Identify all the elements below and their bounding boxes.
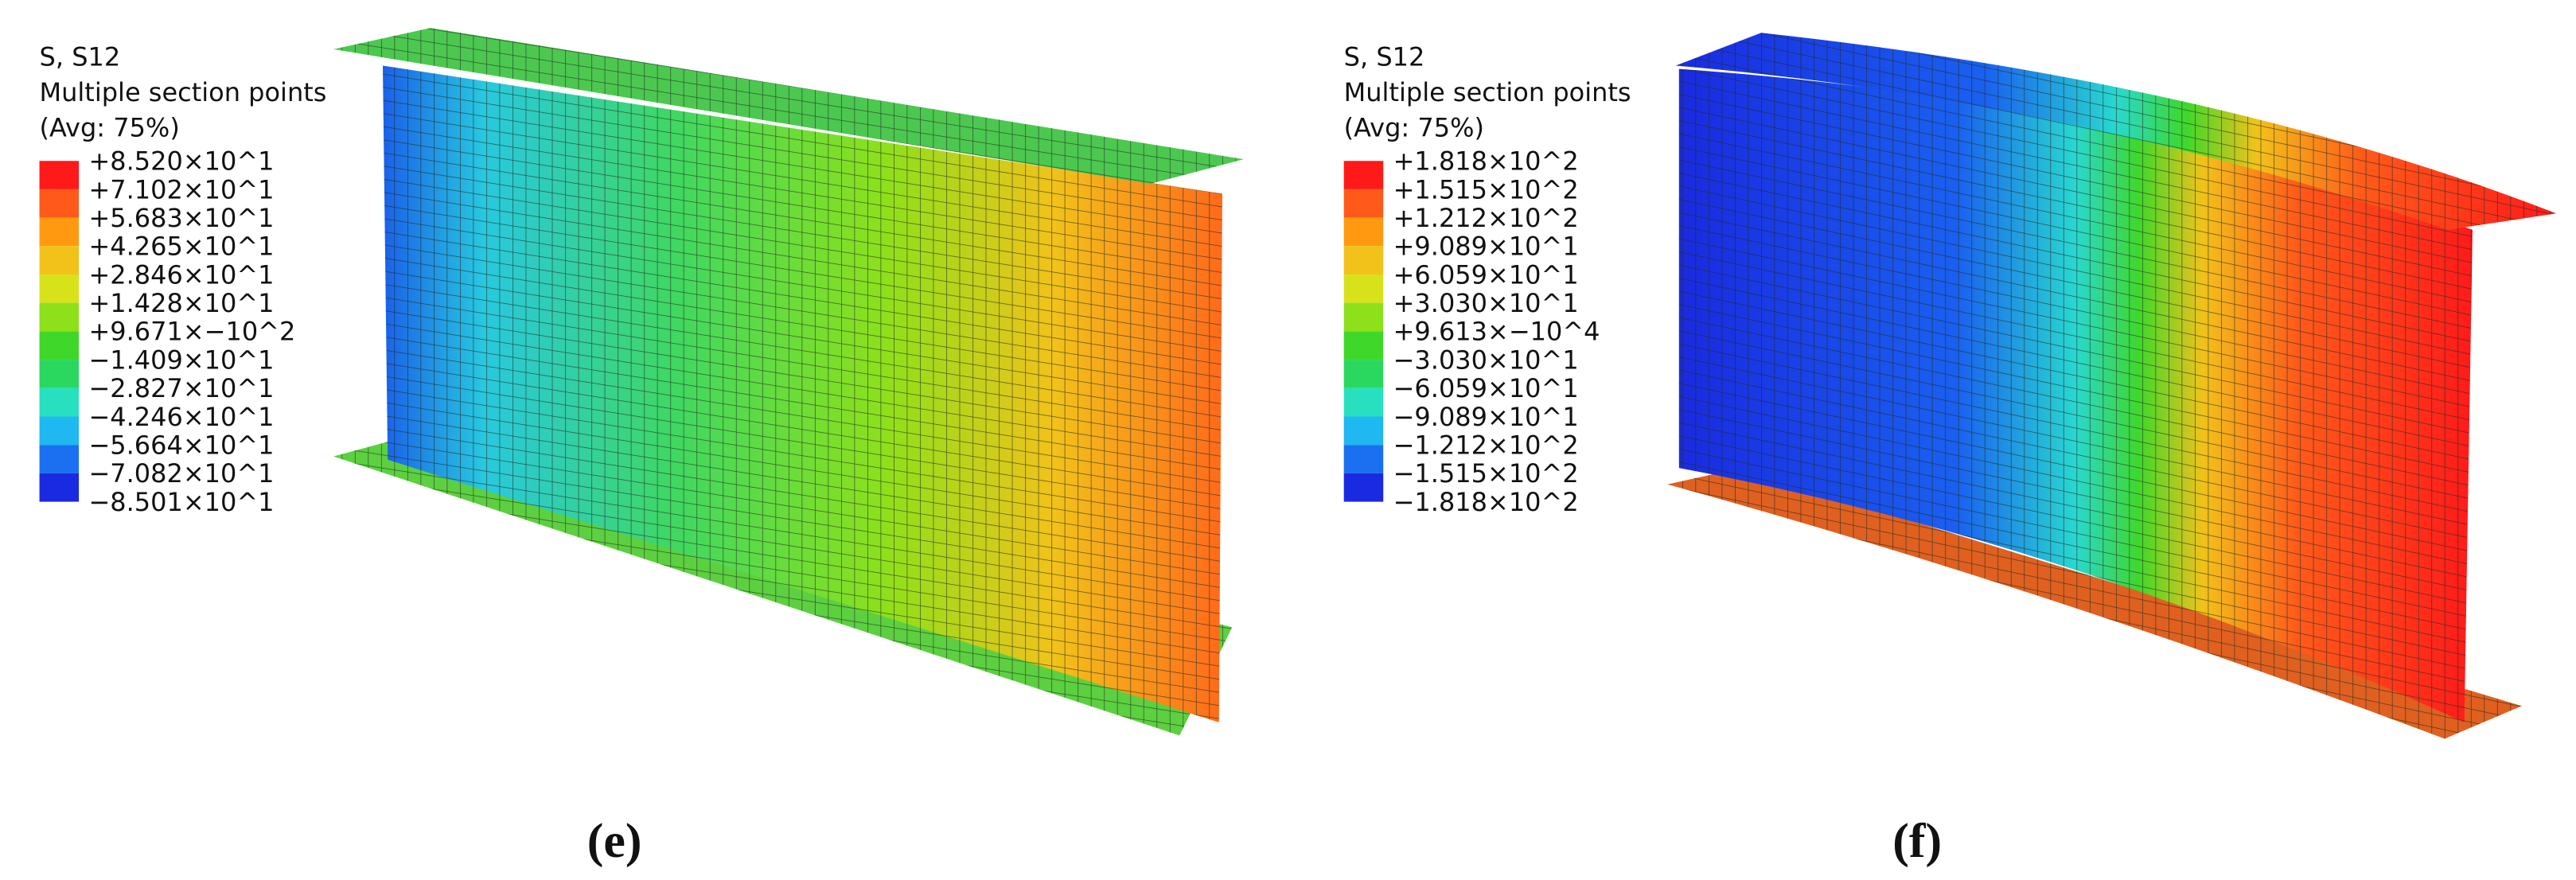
legend-label: +6.059×10^1: [1393, 259, 1579, 290]
legend-label: +1.428×10^1: [88, 288, 274, 318]
legend-label: +1.515×10^2: [1393, 174, 1579, 204]
legend-band: [1343, 445, 1384, 473]
legend-label: −5.664×10^1: [88, 430, 274, 461]
legend-band: [1343, 217, 1384, 247]
legend-band: [1343, 275, 1384, 303]
model-e: [333, 28, 1244, 736]
legend-title: Multiple section points: [40, 77, 327, 107]
legend-label: −4.246×10^1: [88, 402, 274, 432]
legend-label: +1.212×10^2: [1393, 203, 1579, 233]
legend-band: [39, 246, 80, 275]
caption: (e): [587, 814, 642, 868]
legend-title: (Avg: 75%): [1344, 112, 1484, 142]
legend-band: [1343, 302, 1384, 332]
legend-label: −3.030×10^1: [1393, 345, 1579, 375]
legend-band: [39, 360, 80, 388]
legend-title: Multiple section points: [1344, 77, 1631, 107]
legend-label: −6.059×10^1: [1393, 373, 1579, 403]
legend-band: [39, 302, 80, 332]
legend-band: [1343, 416, 1384, 446]
legend-band: [1343, 189, 1384, 218]
legend-band: [1343, 387, 1384, 417]
model-f: [1667, 33, 2557, 739]
legend-band: [1343, 161, 1384, 189]
legend-band: [39, 189, 80, 218]
legend-label: +9.613×−10^4: [1393, 317, 1600, 347]
legend-title: S, S12: [40, 42, 121, 72]
legend-label: −1.212×10^2: [1393, 430, 1579, 461]
legend-label: −8.501×10^1: [88, 487, 274, 517]
legend-label: +2.846×10^1: [88, 259, 274, 290]
legend-label: −7.082×10^1: [88, 458, 274, 489]
legend-band: [39, 445, 80, 473]
legend-label: +9.089×10^1: [1393, 232, 1579, 262]
legend-band: [39, 217, 80, 247]
legend-label: −1.818×10^2: [1393, 487, 1579, 517]
legend-label: −1.409×10^1: [88, 345, 274, 375]
legend-label: +8.520×10^1: [88, 146, 274, 177]
legend-band: [1343, 360, 1384, 388]
legend-title: S, S12: [1344, 42, 1425, 72]
legend-label: −2.827×10^1: [88, 373, 274, 403]
legend-band: [39, 473, 80, 502]
legend-label: +1.818×10^2: [1393, 146, 1579, 177]
legend-band: [39, 275, 80, 303]
legend-title: (Avg: 75%): [40, 112, 180, 142]
legend-label: +9.671×−10^2: [88, 317, 295, 347]
legend-label: +4.265×10^1: [88, 232, 274, 262]
legend-band: [39, 387, 80, 417]
legend-band: [1343, 246, 1384, 275]
legend-label: +3.030×10^1: [1393, 288, 1579, 318]
legend-band: [39, 331, 80, 360]
legend-band: [1343, 473, 1384, 502]
legend-label: −9.089×10^1: [1393, 402, 1579, 432]
caption: (f): [1892, 814, 1942, 868]
legend-band: [39, 161, 80, 189]
legend-band: [1343, 331, 1384, 360]
legend-label: +5.683×10^1: [88, 203, 274, 233]
legend-label: −1.515×10^2: [1393, 458, 1579, 489]
legend-band: [39, 416, 80, 446]
legend-label: +7.102×10^1: [88, 174, 274, 204]
